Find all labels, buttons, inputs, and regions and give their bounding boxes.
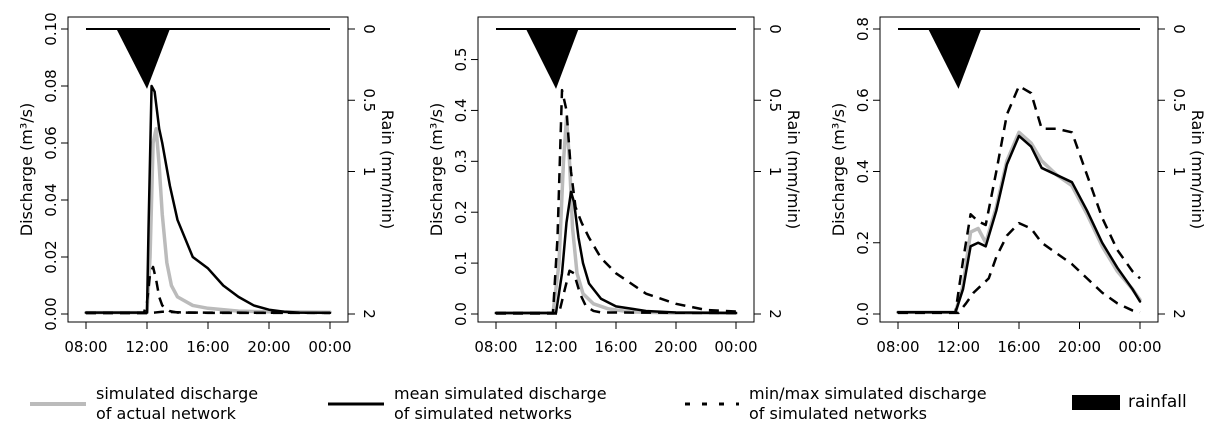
y2-tick-label: 0 bbox=[360, 24, 378, 34]
legend-item-rainfall: rainfall bbox=[1072, 392, 1187, 412]
legend-swatch-rainfall bbox=[1072, 395, 1120, 410]
y-tick-label: 0.1 bbox=[452, 251, 470, 275]
series-actual-line bbox=[84, 127, 332, 315]
series-min-line bbox=[898, 221, 1141, 315]
plot-frame bbox=[67, 16, 349, 323]
legend-minmax-line1: min/max simulated discharge bbox=[749, 384, 987, 403]
plot-frame bbox=[477, 16, 755, 323]
x-tick-label: 20:00 bbox=[654, 338, 697, 356]
y-tick-label: 0.6 bbox=[854, 88, 872, 112]
y-axis-title: Discharge (m³/s) bbox=[829, 103, 848, 236]
x-tick-label: 08:00 bbox=[876, 338, 919, 356]
legend-mean-line1: mean simulated discharge bbox=[394, 384, 607, 403]
y-tick-label: 0.4 bbox=[854, 160, 872, 184]
y-tick-label: 0.06 bbox=[42, 126, 60, 159]
legend-item-minmax: min/max simulated discharge of simulated… bbox=[683, 384, 987, 424]
legend: simulated discharge of actual network me… bbox=[0, 378, 1214, 428]
y2-tick-label: 1 bbox=[1170, 167, 1188, 177]
legend-actual-line1: simulated discharge bbox=[96, 384, 259, 403]
legend-label-minmax: min/max simulated discharge of simulated… bbox=[749, 384, 987, 424]
series-mean-line bbox=[84, 84, 332, 315]
series-mean-line bbox=[896, 134, 1142, 314]
y-tick-label: 0.2 bbox=[854, 231, 872, 255]
y-axis-title: Discharge (m³/s) bbox=[427, 103, 446, 236]
y-tick-label: 0.00 bbox=[42, 297, 60, 330]
x-tick-label: 00:00 bbox=[1118, 338, 1161, 356]
x-tick-label: 20:00 bbox=[247, 338, 290, 356]
rainfall-hyetograph bbox=[116, 29, 170, 89]
y-tick-label: 0.0 bbox=[854, 302, 872, 326]
y2-tick-label: 0 bbox=[766, 24, 784, 34]
y-tick-label: 0.10 bbox=[42, 12, 60, 45]
rainfall-hyetograph bbox=[928, 29, 982, 89]
legend-item-mean: mean simulated discharge of simulated ne… bbox=[328, 384, 607, 424]
x-tick-label: 12:00 bbox=[937, 338, 980, 356]
y2-axis-title: Rain (mm/min) bbox=[784, 110, 803, 229]
series-actual-line bbox=[494, 116, 738, 315]
series-max-line bbox=[898, 84, 1141, 314]
series-mean-line bbox=[494, 190, 738, 315]
series-max-line bbox=[496, 88, 737, 315]
legend-item-actual: simulated discharge of actual network bbox=[30, 384, 258, 424]
y2-tick-label: 0 bbox=[1170, 24, 1188, 34]
y2-tick-label: 1 bbox=[766, 167, 784, 177]
y-tick-label: 0.2 bbox=[452, 200, 470, 224]
y2-tick-label: 0.5 bbox=[1170, 88, 1188, 112]
y2-tick-label: 2 bbox=[766, 309, 784, 319]
y2-tick-label: 0.5 bbox=[360, 88, 378, 112]
x-tick-label: 16:00 bbox=[997, 338, 1040, 356]
y-tick-label: 0.08 bbox=[42, 69, 60, 102]
x-tick-label: 08:00 bbox=[474, 338, 517, 356]
y-tick-label: 0.02 bbox=[42, 240, 60, 273]
x-tick-label: 16:00 bbox=[594, 338, 637, 356]
legend-label-mean: mean simulated discharge of simulated ne… bbox=[394, 384, 607, 424]
y-tick-label: 0.04 bbox=[42, 183, 60, 216]
x-tick-label: 20:00 bbox=[1058, 338, 1101, 356]
y2-tick-label: 1 bbox=[360, 167, 378, 177]
legend-minmax-line2: of simulated networks bbox=[749, 404, 927, 423]
legend-actual-line2: of actual network bbox=[96, 404, 236, 423]
legend-label-actual: simulated discharge of actual network bbox=[96, 384, 258, 424]
legend-swatch-mean bbox=[328, 402, 384, 406]
x-tick-label: 00:00 bbox=[308, 338, 351, 356]
y2-tick-label: 0.5 bbox=[766, 88, 784, 112]
legend-swatch-minmax bbox=[685, 402, 739, 406]
series-min-line bbox=[496, 269, 737, 315]
panel-3: 0.0 0.2 0.4 0.6 0.8 Discharge (m³/s) 0 0.5 1 2 Rai… bbox=[829, 16, 1207, 356]
series-actual-line bbox=[896, 130, 1142, 314]
x-tick-label: 16:00 bbox=[186, 338, 229, 356]
y-tick-label: 0.0 bbox=[452, 302, 470, 326]
x-tick-label: 08:00 bbox=[64, 338, 107, 356]
rainfall-hyetograph bbox=[526, 29, 579, 89]
y2-axis-title: Rain (mm/min) bbox=[378, 110, 397, 229]
x-tick-label: 12:00 bbox=[125, 338, 168, 356]
y-tick-label: 0.3 bbox=[452, 149, 470, 173]
y-axis-title: Discharge (m³/s) bbox=[17, 103, 36, 236]
legend-swatch-actual bbox=[30, 402, 86, 406]
y2-tick-label: 2 bbox=[360, 309, 378, 319]
series-min-line bbox=[86, 265, 331, 315]
legend-mean-line2: of simulated networks bbox=[394, 404, 572, 423]
y-tick-label: 0.5 bbox=[452, 48, 470, 72]
x-tick-label: 00:00 bbox=[714, 338, 757, 356]
y-tick-label: 0.8 bbox=[854, 17, 872, 41]
legend-label-rainfall: rainfall bbox=[1128, 392, 1187, 412]
series-max-line bbox=[86, 310, 330, 315]
x-tick-label: 12:00 bbox=[534, 338, 577, 356]
y2-axis-title: Rain (mm/min) bbox=[1188, 110, 1207, 229]
panel-1: 0.00 0.02 0.04 0.06 0.08 0.10 Discharge (m³/s)… bbox=[17, 12, 397, 356]
plot-frame bbox=[879, 16, 1159, 323]
y2-tick-label: 2 bbox=[1170, 309, 1188, 319]
y-tick-label: 0.4 bbox=[452, 98, 470, 122]
